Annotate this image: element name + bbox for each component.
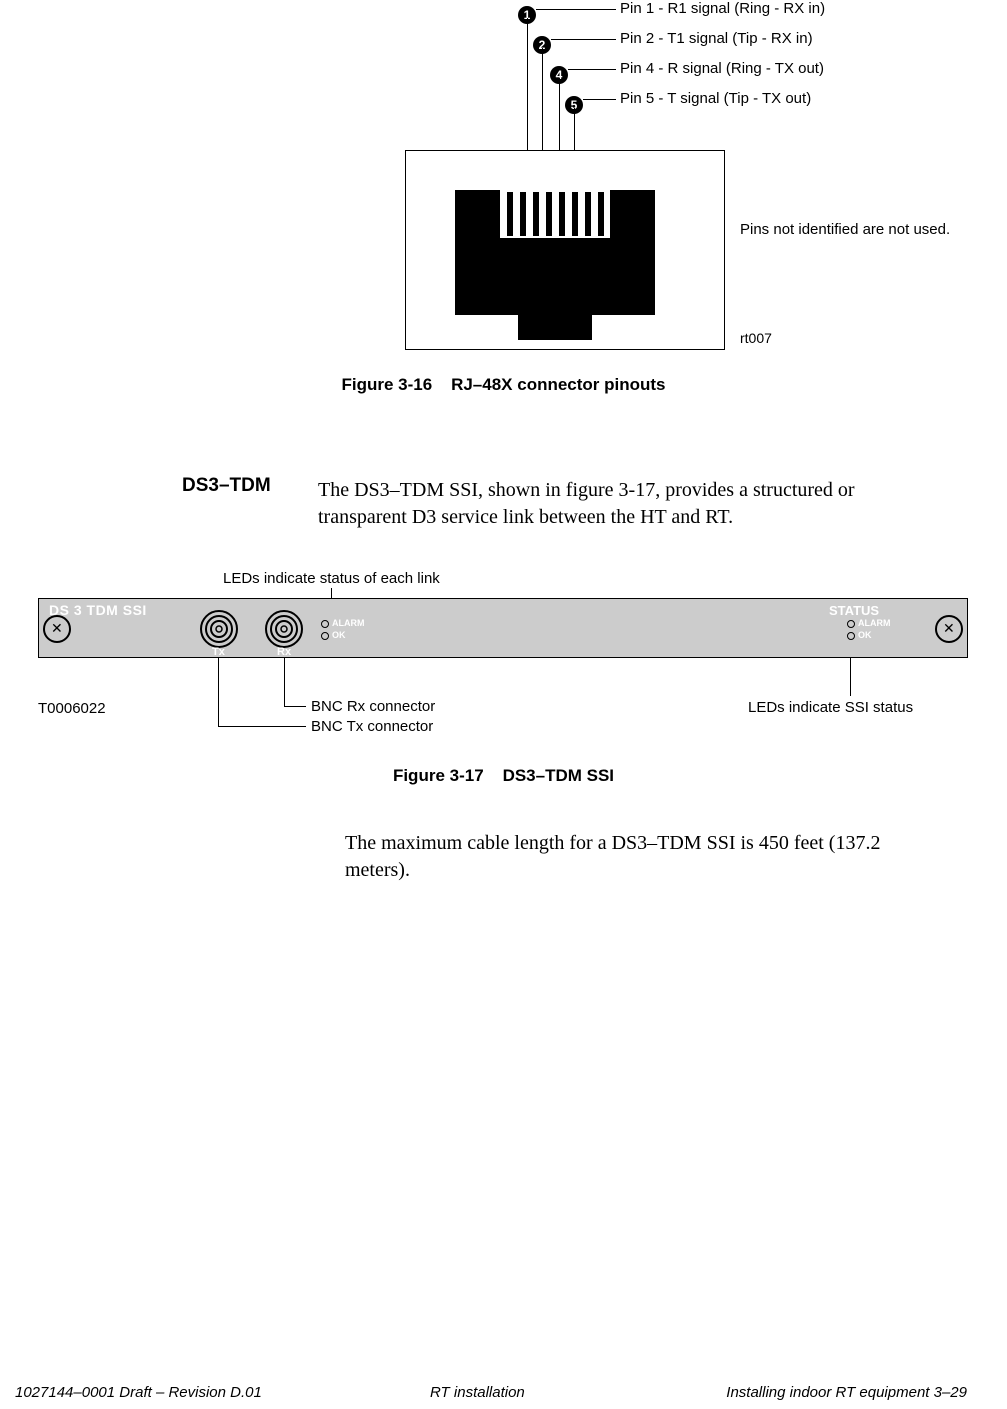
pin-leader-5 [583, 99, 616, 100]
bnc-tx-connector-icon [199, 609, 239, 649]
figure-title: RJ–48X connector pinouts [451, 375, 665, 394]
ssi-panel: DS 3 TDM SSI Tx Rx A [38, 598, 968, 658]
rj45-jack-tab [518, 315, 592, 340]
led-icon [321, 620, 329, 628]
drawing-number: T0006022 [38, 700, 106, 717]
bnc-tx-label: BNC Tx connector [311, 718, 433, 735]
rj45-pin [533, 192, 539, 236]
rj45-pin-slot [500, 190, 610, 238]
footer-section: RT installation [430, 1384, 525, 1401]
pin-row-1: 1 Pin 1 - R1 signal (Ring - RX in) [410, 0, 970, 30]
alarm-label: ALARM [332, 618, 365, 628]
figure-3-17-caption: Figure 3-17 DS3–TDM SSI [0, 766, 1007, 786]
callout-bnc-tx-v [218, 658, 219, 726]
alarm-led: ALARM [321, 617, 365, 629]
rj45-pin [520, 192, 526, 236]
led-icon [321, 632, 329, 640]
pin-row-2: 2 Pin 2 - T1 signal (Tip - RX in) [410, 30, 970, 60]
pin-label-1: Pin 1 - R1 signal (Ring - RX in) [620, 0, 825, 17]
pin-leader-4 [568, 69, 616, 70]
figure-number: Figure 3-17 [393, 766, 484, 785]
callout-bnc-rx-h [284, 706, 306, 707]
pin-label-list: 1 Pin 1 - R1 signal (Ring - RX in) 2 Pin… [410, 0, 970, 120]
callout-bnc-rx-v [284, 658, 285, 706]
status-label: STATUS [829, 603, 879, 618]
leds-link-label: LEDs indicate status of each link [223, 570, 440, 587]
pin-label-2: Pin 2 - T1 signal (Tip - RX in) [620, 30, 813, 47]
callout-ssi-v [850, 658, 851, 696]
figure-title: DS3–TDM SSI [503, 766, 614, 785]
callout-bnc-tx-h [218, 726, 306, 727]
led-icon [847, 620, 855, 628]
ds3-tdm-heading: DS3–TDM [182, 475, 271, 497]
alarm-led: ALARM [847, 617, 891, 629]
rj45-pin [572, 192, 578, 236]
footer-page: Installing indoor RT equipment 3–29 [726, 1384, 967, 1401]
ok-label: OK [858, 630, 872, 640]
pin-leader-1 [536, 9, 616, 10]
ssi-panel-title: DS 3 TDM SSI [49, 602, 147, 618]
ok-label: OK [332, 630, 346, 640]
status-led-group: ALARM OK [847, 617, 891, 641]
rj45-pin [546, 192, 552, 236]
figure-3-16-caption: Figure 3-16 RJ–48X connector pinouts [0, 375, 1007, 395]
bnc-rx-connector-icon [264, 609, 304, 649]
ds3-tdm-paragraph: The DS3–TDM SSI, shown in figure 3-17, p… [318, 477, 938, 531]
pins-note: Pins not identified are not used. [740, 220, 950, 240]
figure-code: rt007 [740, 330, 772, 346]
footer-doc-id: 1027144–0001 Draft – Revision D.01 [15, 1384, 262, 1401]
bnc-rx-label: BNC Rx connector [311, 698, 435, 715]
screw-icon [935, 615, 963, 643]
pin-leader-2 [551, 39, 616, 40]
ok-led: OK [847, 629, 891, 641]
screw-icon [43, 615, 71, 643]
rx-label: Rx [277, 646, 291, 658]
leds-ssi-label: LEDs indicate SSI status [748, 698, 913, 718]
figure-3-16: 1 Pin 1 - R1 signal (Ring - RX in) 2 Pin… [410, 0, 970, 380]
pin-label-4: Pin 4 - R signal (Ring - TX out) [620, 60, 824, 77]
cable-length-paragraph: The maximum cable length for a DS3–TDM S… [345, 830, 935, 884]
rj45-pin [559, 192, 565, 236]
rj45-pin [507, 192, 513, 236]
rj45-pin [585, 192, 591, 236]
page: 1 Pin 1 - R1 signal (Ring - RX in) 2 Pin… [0, 0, 1007, 1409]
pin-row-4: 4 Pin 4 - R signal (Ring - TX out) [410, 60, 970, 90]
link-led-group: ALARM OK [321, 617, 365, 641]
figure-number: Figure 3-16 [341, 375, 432, 394]
pin-label-5: Pin 5 - T signal (Tip - TX out) [620, 90, 811, 107]
pin-row-5: 5 Pin 5 - T signal (Tip - TX out) [410, 90, 970, 120]
alarm-label: ALARM [858, 618, 891, 628]
rj45-pin [598, 192, 604, 236]
ok-led: OK [321, 629, 365, 641]
led-icon [847, 632, 855, 640]
tx-label: Tx [212, 646, 225, 658]
